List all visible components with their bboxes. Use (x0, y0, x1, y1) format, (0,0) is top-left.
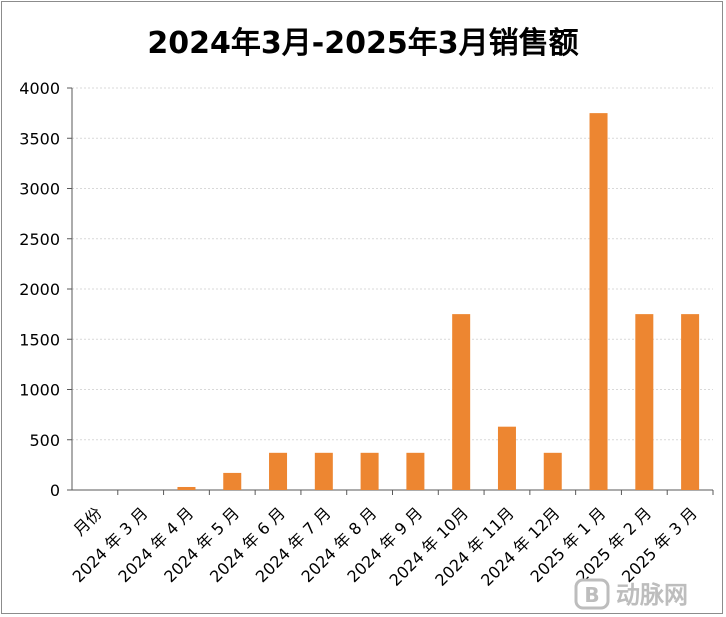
y-tick-label: 2500 (19, 230, 60, 249)
y-tick-label: 3000 (19, 180, 60, 199)
bar (543, 452, 562, 490)
y-tick-label: 1500 (19, 330, 60, 349)
bar (635, 314, 654, 490)
x-tick-label: 月份 (70, 503, 106, 539)
y-tick-label: 500 (29, 431, 60, 450)
y-tick-label: 0 (50, 481, 60, 500)
bar (314, 452, 333, 490)
watermark-text: 动脉网 (616, 581, 688, 609)
bar (177, 486, 196, 490)
bar (406, 452, 425, 490)
y-tick-label: 3500 (19, 129, 60, 148)
bar (681, 314, 700, 490)
y-tick-label: 2000 (19, 280, 60, 299)
bar (360, 452, 379, 490)
watermark-icon (574, 578, 610, 610)
bar (452, 314, 471, 490)
watermark-icon-label: B (584, 583, 599, 607)
y-tick-label: 4000 (19, 79, 60, 98)
bar (589, 113, 608, 490)
bar (497, 426, 516, 490)
bar (269, 452, 288, 490)
y-tick-label: 1000 (19, 381, 60, 400)
chart-title: 2024年3月-2025年3月销售额 (147, 26, 579, 61)
bar (223, 472, 242, 490)
watermark-logo: B 动脉网 (574, 578, 688, 610)
